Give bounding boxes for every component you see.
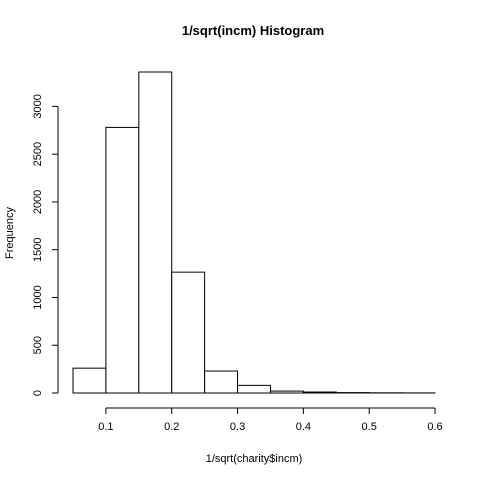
histogram-bar <box>269 390 304 394</box>
histogram-bar <box>302 391 337 394</box>
y-tick-label: 1500 <box>32 237 44 261</box>
x-axis: 0.1 0.2 0.3 0.4 0.5 0.6 <box>98 407 443 433</box>
y-tick-label: 3000 <box>32 94 44 118</box>
histogram-bar <box>105 126 140 394</box>
histogram-bars <box>72 71 436 394</box>
histogram-bar <box>204 370 239 394</box>
y-tick-label: 500 <box>32 336 44 354</box>
chart-title: 1/sqrt(incm) Histogram <box>182 23 324 38</box>
x-tick-label: 0.2 <box>164 421 179 433</box>
x-tick-label: 0.5 <box>362 421 377 433</box>
x-axis-label: 1/sqrt(charity$incm) <box>206 453 303 465</box>
histogram-bar <box>138 71 173 394</box>
y-tick-label: 2500 <box>32 142 44 166</box>
histogram-bar <box>237 384 271 394</box>
y-axis-label: Frequency <box>4 207 16 259</box>
y-axis: 0 500 1000 1500 2000 2500 3000 <box>32 94 59 396</box>
x-tick-label: 0.3 <box>230 421 245 433</box>
y-tick-label: 2000 <box>32 190 44 214</box>
y-tick-label: 0 <box>32 390 44 396</box>
histogram-bar <box>72 367 107 394</box>
x-tick-label: 0.6 <box>427 421 442 433</box>
histogram-bar <box>171 271 206 394</box>
x-tick-label: 0.4 <box>296 421 311 433</box>
x-tick-label: 0.1 <box>98 421 113 433</box>
y-tick-label: 1000 <box>32 285 44 309</box>
